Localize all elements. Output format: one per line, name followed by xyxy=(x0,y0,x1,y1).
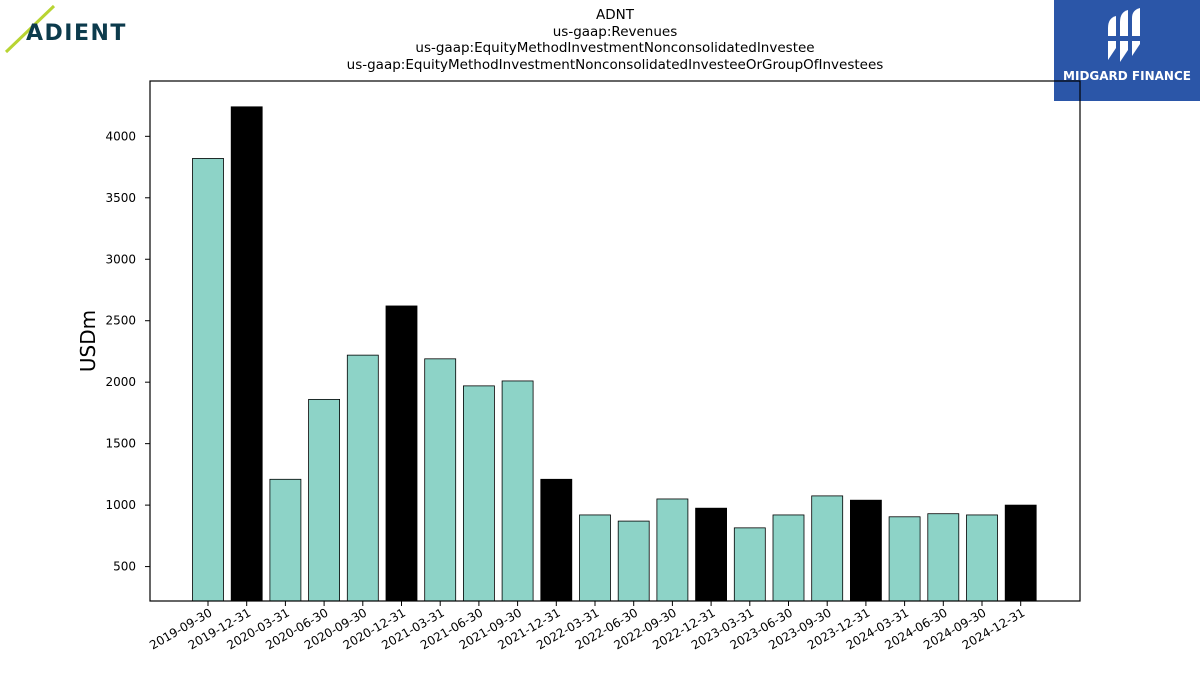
bar-2020-09-30 xyxy=(346,354,379,602)
bar-2022-09-30 xyxy=(656,498,689,602)
y-tick-label: 1000 xyxy=(105,498,136,512)
bar-2023-03-31 xyxy=(733,527,766,602)
bar-2021-03-31 xyxy=(424,358,457,602)
y-tick-label: 500 xyxy=(113,560,136,574)
bar-2020-06-30 xyxy=(308,398,341,602)
chart-title-concept-1: us-gaap:Revenues xyxy=(552,23,678,40)
x-axis: 2019-09-302019-12-312020-03-312020-06-30… xyxy=(147,601,1027,652)
chart-title: ADNT us-gaap:Revenues us-gaap:EquityMeth… xyxy=(150,7,1080,73)
bar-2023-06-30 xyxy=(772,514,805,602)
bar-2024-06-30 xyxy=(927,513,960,602)
y-axis-label: USDm xyxy=(76,310,100,372)
bar-2021-06-30 xyxy=(462,385,495,602)
chart-title-ticker: ADNT xyxy=(596,7,634,23)
bar-2024-03-31 xyxy=(888,516,921,602)
bar-2022-06-30 xyxy=(617,520,650,602)
bar-2021-09-30 xyxy=(501,380,534,602)
bar-2023-09-30 xyxy=(811,495,844,602)
y-tick-label: 3500 xyxy=(105,191,136,205)
y-tick-label: 4000 xyxy=(105,129,136,143)
bar-2021-12-31 xyxy=(540,478,573,602)
bar-2022-12-31 xyxy=(695,507,727,602)
y-tick-label: 3000 xyxy=(105,252,136,266)
midgard-monogram-icon xyxy=(1106,8,1144,62)
y-axis: 500 1000 1500 2000 2500 3000 3500 4000 xyxy=(105,129,150,574)
bar-2020-12-31 xyxy=(385,305,418,602)
plot-frame xyxy=(149,80,1081,602)
bar-2020-03-31 xyxy=(269,478,302,602)
adient-logo: ADIENT xyxy=(4,4,139,56)
bar-2023-12-31 xyxy=(850,499,882,602)
bar-2022-03-31 xyxy=(579,514,611,602)
y-tick-label: 2500 xyxy=(105,314,136,328)
bar-2019-09-30 xyxy=(192,158,224,602)
bar-2024-09-30 xyxy=(966,514,998,602)
y-tick-label: 2000 xyxy=(105,375,136,389)
bar-2024-12-31 xyxy=(1004,504,1037,602)
chart-title-concept-3: us-gaap:EquityMethodInvestmentNonconsoli… xyxy=(346,56,884,73)
adient-logo-slash-icon xyxy=(4,4,56,54)
y-tick-label: 1500 xyxy=(105,437,136,451)
bars-group xyxy=(192,106,1037,602)
adient-logo-text: ADIENT xyxy=(26,21,127,46)
midgard-finance-logo: MIDGARD FINANCE xyxy=(1054,0,1200,101)
chart-title-concept-2: us-gaap:EquityMethodInvestmentNonconsoli… xyxy=(415,40,815,56)
midgard-logo-text: MIDGARD FINANCE xyxy=(1063,69,1191,83)
bar-2019-12-31 xyxy=(230,106,263,602)
